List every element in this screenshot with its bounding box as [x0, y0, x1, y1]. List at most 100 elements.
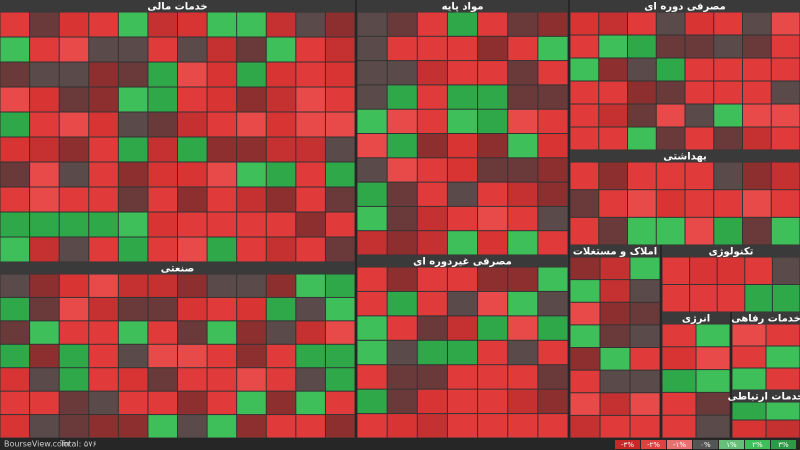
stock-cell: [0, 237, 30, 262]
stock-cell: [237, 112, 266, 137]
stock-cell: [538, 389, 568, 414]
stock-cell: [148, 62, 177, 87]
stock-cell: [478, 231, 508, 255]
stock-cell: [478, 206, 508, 231]
stock-cell: [714, 58, 742, 81]
stock-cell: [207, 344, 237, 368]
stock-cell: [599, 35, 627, 58]
stock-cell: [89, 237, 118, 262]
stock-cell: [685, 58, 714, 81]
stock-cell: [732, 346, 766, 368]
stock-cell: [118, 368, 148, 391]
stock-cell: [478, 36, 508, 61]
stock-cell: [0, 12, 30, 37]
legend-swatch: [771, 440, 796, 449]
stock-cell: [630, 393, 660, 415]
stock-cell: [207, 87, 237, 112]
sector-title: انرژی: [682, 314, 710, 325]
stock-cell: [417, 182, 447, 206]
stock-cell: [89, 274, 118, 297]
stock-cell: [732, 368, 766, 390]
sector-title: مصرفی دوره ای: [644, 2, 726, 13]
stock-cell: [387, 291, 417, 316]
stock-cell: [59, 297, 89, 321]
site-name: BourseView.com: [4, 440, 70, 449]
sector-title: خدمات ارتباطی: [728, 392, 800, 403]
stock-cell: [207, 162, 237, 187]
stock-cell: [30, 368, 59, 391]
stock-cell: [266, 237, 296, 262]
stock-cell: [685, 190, 714, 217]
stock-cell: [599, 127, 627, 150]
stock-cell: [59, 274, 89, 297]
stock-cell: [148, 368, 177, 391]
stock-cell: [178, 415, 207, 438]
stock-cell: [570, 370, 600, 393]
stock-cell: [237, 137, 266, 162]
stock-cell: [417, 134, 447, 158]
stock-cell: [0, 112, 30, 137]
stock-cell: [296, 162, 325, 187]
stock-cell: [447, 12, 478, 36]
stock-cell: [387, 85, 417, 109]
stock-cell: [237, 37, 266, 62]
stock-cell: [570, 162, 599, 190]
stock-cell: [59, 212, 89, 237]
stock-cell: [296, 391, 325, 415]
stock-cell: [508, 158, 538, 182]
stock-cell: [266, 87, 296, 112]
stock-cell: [207, 137, 237, 162]
sector-header: [570, 150, 800, 162]
stock-cell: [325, 112, 355, 137]
stock-cell: [0, 162, 30, 187]
stock-cell: [0, 415, 30, 438]
stock-cell: [570, 35, 599, 58]
stock-cell: [325, 274, 355, 297]
stock-cell: [570, 12, 599, 35]
stock-cell: [743, 35, 771, 58]
stock-cell: [357, 206, 387, 231]
stock-cell: [417, 36, 447, 61]
stock-cell: [599, 81, 627, 104]
stock-cell: [743, 12, 771, 35]
stock-cell: [89, 391, 118, 415]
sector-header: [732, 312, 800, 324]
stock-cell: [417, 12, 447, 36]
stock-cell: [266, 344, 296, 368]
stock-cell: [447, 158, 478, 182]
stock-cell: [325, 87, 355, 112]
stock-cell: [656, 104, 685, 127]
stock-cell: [732, 420, 766, 438]
sector-title: املاک و مستغلات: [573, 247, 657, 258]
stock-cell: [118, 391, 148, 415]
stock-cell: [478, 389, 508, 414]
stock-cell: [266, 391, 296, 415]
stock-cell: [357, 85, 387, 109]
stock-cell: [148, 87, 177, 112]
stock-cell: [296, 62, 325, 87]
stock-cell: [30, 187, 59, 212]
stock-cell: [296, 187, 325, 212]
stock-cell: [89, 62, 118, 87]
stock-cell: [178, 137, 207, 162]
stock-cell: [538, 12, 568, 36]
stock-cell: [447, 291, 478, 316]
stock-cell: [148, 37, 177, 62]
stock-cell: [325, 237, 355, 262]
stock-cell: [148, 12, 177, 37]
stock-cell: [178, 391, 207, 415]
stock-cell: [178, 344, 207, 368]
stock-cell: [118, 87, 148, 112]
stock-cell: [178, 321, 207, 344]
stock-cell: [178, 12, 207, 37]
stock-cell: [656, 217, 685, 245]
stock-cell: [30, 415, 59, 438]
stock-cell: [478, 134, 508, 158]
legend-swatch: [719, 440, 744, 449]
stock-cell: [387, 389, 417, 414]
stock-cell: [771, 81, 800, 104]
legend-swatch: [641, 440, 666, 449]
stock-cell: [732, 402, 766, 420]
stock-cell: [0, 344, 30, 368]
